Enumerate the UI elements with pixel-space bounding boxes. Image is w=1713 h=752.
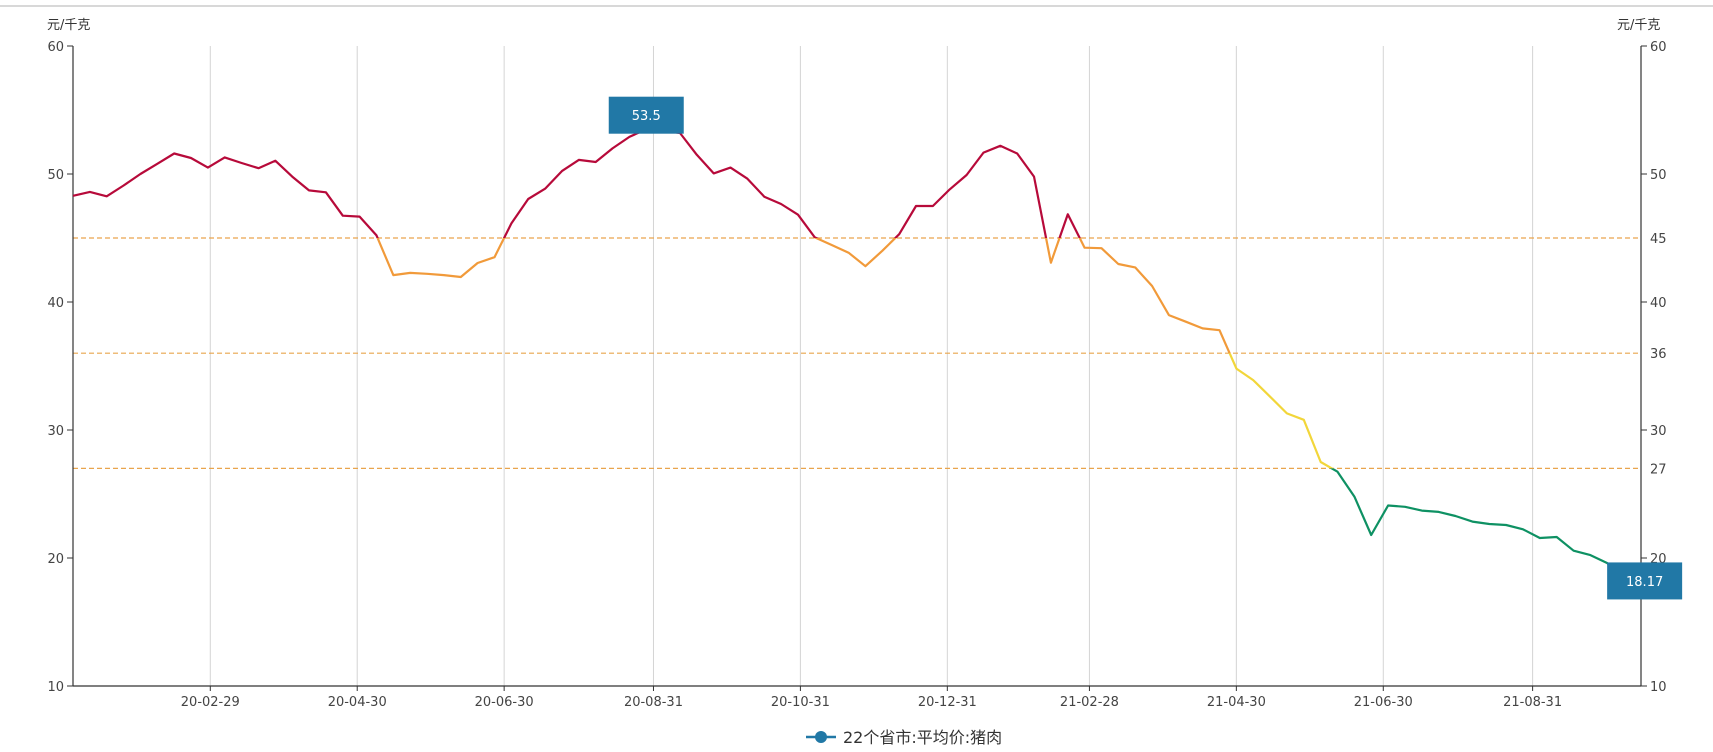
right-tick-label: 30 [1650,424,1667,439]
x-tick-label: 20-12-31 [918,695,977,710]
left-axis-unit: 元/千克 [47,18,90,33]
x-tick-label: 21-04-30 [1207,695,1266,710]
series-segment-band [1228,353,1334,469]
left-tick-label: 60 [47,40,64,55]
left-tick-label: 40 [47,296,64,311]
mark-points: 53.5 18.17 [608,96,1683,600]
right-tick-label: 60 [1650,40,1667,55]
right-tick-label: 45 [1650,232,1667,247]
left-tick-label: 10 [47,680,64,695]
right-tick-label: 27 [1650,462,1667,477]
x-tick-label: 20-10-31 [771,695,830,710]
x-tick-label: 21-08-31 [1503,695,1562,710]
right-tick-label: 40 [1650,296,1667,311]
legend-label: 22个省市:平均价:猪肉 [843,728,1002,747]
mark-point-box [1607,562,1683,600]
right-tick-label: 10 [1650,680,1667,695]
legend-circle-icon [815,731,827,743]
axes: 20-02-29 20-04-30 20-06-30 20-08-31 20-10-31… [47,40,1666,710]
x-tick-label: 20-02-29 [181,695,240,710]
mark-point-label: 53.5 [632,109,661,124]
threshold-lines [73,237,1641,469]
mark-point: 18.17 [1607,562,1683,600]
x-tick-label: 21-02-28 [1060,695,1119,710]
x-tick-label: 20-04-30 [328,695,387,710]
legend[interactable]: 22个省市:平均价:猪肉 [806,728,1002,747]
mark-point-box [608,96,684,134]
series-line [72,128,1625,583]
left-tick-label: 50 [47,168,64,183]
left-tick-label: 30 [47,424,64,439]
x-tick-label: 20-08-31 [624,695,683,710]
series-segment-band [376,238,1231,354]
series-segment-band [72,128,1081,238]
right-tick-label: 50 [1650,168,1667,183]
grid-lines [209,46,1534,686]
x-tick-label: 20-06-30 [475,695,534,710]
right-axis-unit: 元/千克 [1617,18,1660,33]
right-tick-label: 36 [1650,347,1667,362]
x-tick-label: 21-06-30 [1354,695,1413,710]
left-tick-label: 20 [47,552,64,567]
series-segment-band [1329,468,1625,583]
top-border [0,5,1713,7]
mark-point-label: 18.17 [1626,575,1663,590]
mark-point: 53.5 [608,96,684,134]
